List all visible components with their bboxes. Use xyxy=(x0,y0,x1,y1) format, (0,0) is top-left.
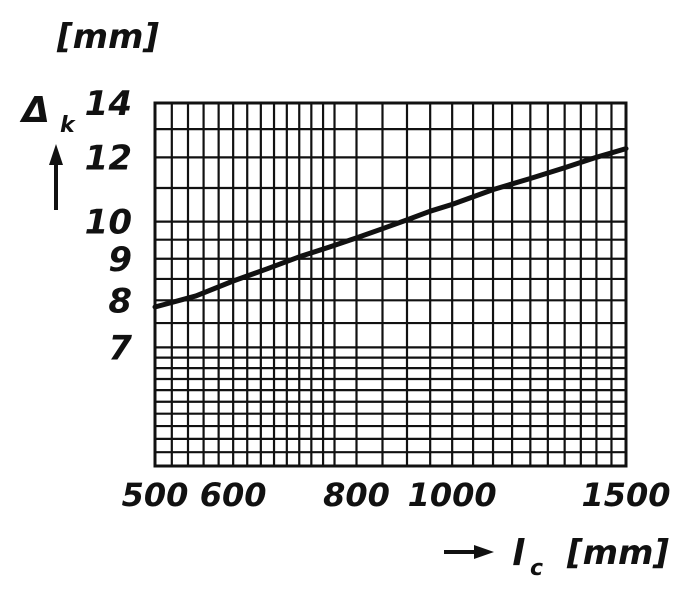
plot-frame xyxy=(153,101,628,468)
x-tick-label: 500 xyxy=(122,476,189,514)
y-tick-label: 10 xyxy=(85,203,132,243)
x-tick-label: 800 xyxy=(323,476,390,514)
x-tick-label: 1000 xyxy=(408,476,497,514)
y-tick-label: 12 xyxy=(85,138,132,178)
x-axis-symbol: l xyxy=(512,533,525,574)
y-axis-arrow-icon xyxy=(49,144,63,210)
y-tick-label: 7 xyxy=(108,328,132,368)
x-tick-label: 600 xyxy=(200,476,267,514)
y-unit-label: [mm] xyxy=(56,17,159,57)
x-axis-subscript: c xyxy=(530,556,543,581)
x-tick-labels: 500 600 800 1000 1500 xyxy=(122,476,671,514)
y-tick-label: 8 xyxy=(108,281,132,321)
x-unit-label: [mm] xyxy=(566,533,669,573)
y-tick-label: 9 xyxy=(108,240,132,280)
y-tick-label: 14 xyxy=(85,84,132,124)
x-axis-arrow-icon xyxy=(444,545,494,559)
y-axis-subscript: k xyxy=(60,113,76,138)
y-axis-symbol: Δ xyxy=(19,90,50,131)
data-curve xyxy=(152,146,629,310)
x-tick-label: 1500 xyxy=(581,476,670,514)
